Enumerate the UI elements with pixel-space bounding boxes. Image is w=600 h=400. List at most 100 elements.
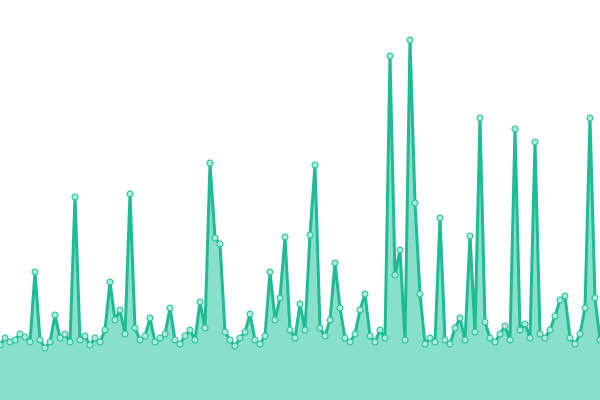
data-point: [561, 292, 569, 300]
data-point: [256, 340, 264, 348]
data-point: [296, 300, 304, 308]
data-point: [486, 334, 494, 342]
data-point: [81, 332, 89, 340]
data-point: [386, 52, 394, 60]
data-point: [551, 312, 559, 320]
data-point: [376, 326, 384, 334]
data-point: [381, 334, 389, 342]
data-point: [0, 341, 4, 349]
data-point: [26, 338, 34, 346]
data-point: [481, 318, 489, 326]
data-point: [426, 334, 434, 342]
data-point: [101, 326, 109, 334]
data-point: [21, 333, 29, 341]
data-point: [51, 311, 59, 319]
data-point: [216, 240, 224, 248]
data-point: [391, 271, 399, 279]
data-point: [496, 330, 504, 338]
data-point: [466, 232, 474, 240]
data-point: [526, 334, 534, 342]
data-point: [146, 314, 154, 322]
data-point: [411, 199, 419, 207]
data-point: [421, 340, 429, 348]
data-point: [1, 334, 9, 342]
data-point: [136, 336, 144, 344]
data-point: [401, 336, 409, 344]
data-point: [221, 328, 229, 336]
data-point: [281, 233, 289, 241]
data-point: [56, 334, 64, 342]
data-point: [166, 304, 174, 312]
data-point: [591, 294, 599, 302]
data-point: [71, 193, 79, 201]
data-point: [451, 324, 459, 332]
data-point: [521, 320, 529, 328]
data-point: [141, 332, 149, 340]
data-point: [41, 344, 49, 352]
data-point: [126, 190, 134, 198]
data-point: [596, 336, 600, 344]
data-point: [46, 338, 54, 346]
data-point: [336, 304, 344, 312]
data-point: [431, 338, 439, 346]
data-point: [556, 296, 564, 304]
data-point: [291, 334, 299, 342]
data-point: [536, 330, 544, 338]
data-point: [131, 324, 139, 332]
data-point: [271, 316, 279, 324]
data-point: [171, 336, 179, 344]
data-point: [506, 336, 514, 344]
data-point: [546, 326, 554, 334]
data-point: [11, 336, 19, 344]
data-point: [201, 324, 209, 332]
data-point: [566, 334, 574, 342]
data-point: [351, 330, 359, 338]
data-point: [306, 231, 314, 239]
data-point: [406, 36, 414, 44]
data-point: [181, 332, 189, 340]
data-point: [361, 290, 369, 298]
data-point: [501, 322, 509, 330]
data-point: [76, 336, 84, 344]
data-point: [531, 138, 539, 146]
data-point: [516, 326, 524, 334]
data-point: [111, 316, 119, 324]
data-point: [446, 340, 454, 348]
data-point: [316, 324, 324, 332]
data-point: [116, 306, 124, 314]
data-point: [301, 326, 309, 334]
data-point: [61, 330, 69, 338]
data-point: [311, 161, 319, 169]
data-point: [36, 336, 44, 344]
data-point: [196, 298, 204, 306]
data-point: [236, 334, 244, 342]
data-point: [231, 342, 239, 350]
data-point: [461, 336, 469, 344]
data-point: [251, 336, 259, 344]
data-point: [66, 338, 74, 346]
data-point: [571, 340, 579, 348]
data-point: [266, 268, 274, 276]
data-point: [261, 332, 269, 340]
data-point: [211, 234, 219, 242]
data-point: [121, 330, 129, 338]
data-point: [476, 114, 484, 122]
data-point: [191, 336, 199, 344]
data-point: [491, 338, 499, 346]
area-fill: [0, 40, 600, 400]
data-point: [241, 328, 249, 336]
data-point: [331, 259, 339, 267]
data-point: [226, 336, 234, 344]
data-point: [441, 336, 449, 344]
data-point: [456, 314, 464, 322]
data-point: [276, 294, 284, 302]
data-point: [151, 338, 159, 346]
data-point: [321, 332, 329, 340]
data-point: [371, 338, 379, 346]
data-point: [396, 246, 404, 254]
data-point: [86, 341, 94, 349]
data-point: [436, 214, 444, 222]
data-point: [356, 306, 364, 314]
